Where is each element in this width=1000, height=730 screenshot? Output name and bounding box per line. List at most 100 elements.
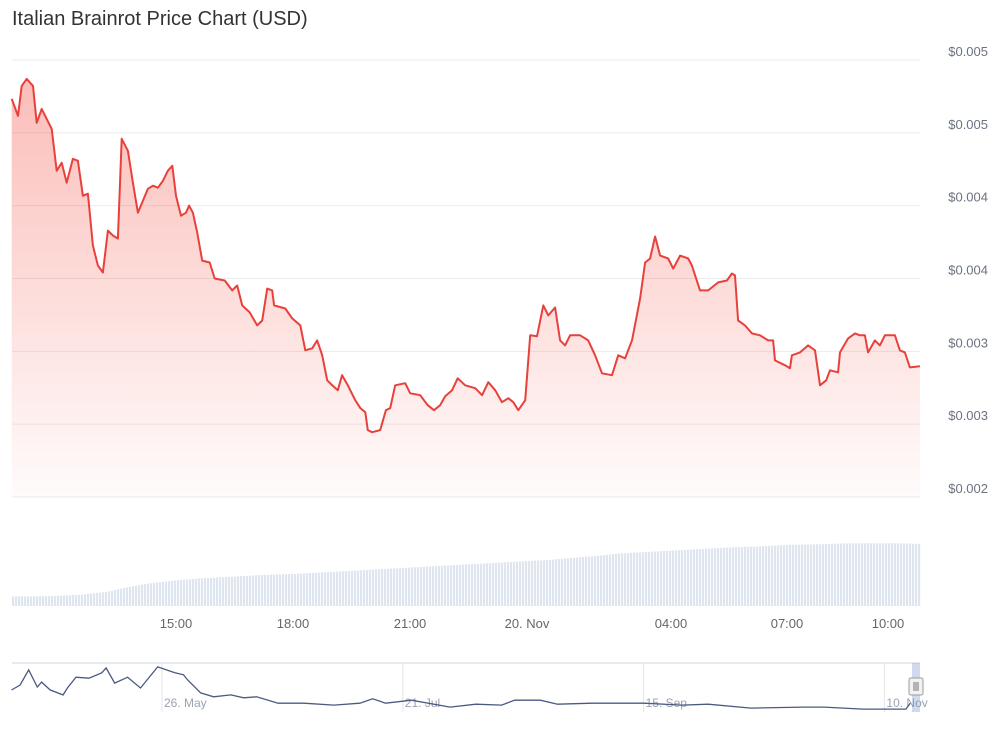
volume-bar [69, 595, 72, 606]
volume-bar [363, 570, 366, 606]
volume-bar [93, 593, 96, 606]
volume-bar [219, 577, 222, 606]
volume-bar [294, 573, 297, 606]
volume-bar [831, 543, 834, 606]
volume-bar [267, 574, 270, 606]
volume-bar [798, 544, 801, 606]
volume-bar [786, 545, 789, 606]
volume-bar [711, 548, 714, 606]
volume-bar [120, 588, 123, 606]
volume-bar [855, 543, 858, 606]
volume-bar [654, 551, 657, 606]
y-tick-label: $0.004 [948, 263, 988, 278]
chart-title: Italian Brainrot Price Chart (USD) [12, 8, 308, 30]
volume-bar [570, 558, 573, 606]
volume-bar [918, 543, 921, 606]
navigator[interactable]: 26. May 21. Jul 15. Sep 10. Nov [11, 662, 928, 712]
volume-bar [21, 596, 24, 606]
volume-bar [144, 584, 147, 606]
volume-bar [645, 551, 648, 606]
volume-bar [576, 557, 579, 606]
volume-bar [258, 575, 261, 606]
volume-bar [792, 544, 795, 606]
volume-bar [825, 543, 828, 606]
volume-bar [354, 570, 357, 606]
navigator-tick-label: 15. Sep [646, 696, 688, 710]
volume-bar [369, 569, 372, 606]
price-area-fill [11, 78, 920, 498]
volume-bar [777, 545, 780, 606]
volume-bar [897, 543, 900, 606]
volume-bar [564, 558, 567, 606]
volume-bar [687, 549, 690, 606]
volume-bar [852, 543, 855, 606]
volume-bar [726, 547, 729, 606]
volume-bar [849, 543, 852, 606]
volume-bar [804, 544, 807, 606]
volume-bar [291, 574, 294, 606]
volume-bar [510, 561, 513, 606]
volume-bar [195, 578, 198, 606]
volume-bar [288, 574, 291, 606]
volume-bar [498, 562, 501, 606]
volume-bar [399, 568, 402, 606]
volume-bar [477, 563, 480, 606]
volume-bar [210, 577, 213, 606]
volume-bar [603, 555, 606, 606]
volume-bar [552, 559, 555, 606]
volume-bar [312, 572, 315, 606]
volume-bar [582, 557, 585, 606]
volume-bar [606, 554, 609, 606]
volume-bar [366, 569, 369, 606]
volume-bar [624, 553, 627, 606]
volume-bar [828, 543, 831, 606]
volume-bar [237, 576, 240, 606]
volume-bar [99, 592, 102, 606]
x-tick-label: 04:00 [655, 616, 688, 631]
volume-bar [822, 544, 825, 606]
volume-bar [627, 552, 630, 606]
volume-bar [72, 595, 75, 606]
navigator-line [11, 666, 911, 710]
volume-bar [801, 544, 804, 606]
volume-bars [12, 543, 921, 606]
volume-bar [756, 546, 759, 606]
volume-bar [459, 564, 462, 606]
volume-bar [672, 550, 675, 606]
volume-bar [234, 576, 237, 606]
volume-bar [465, 564, 468, 606]
volume-bar [705, 548, 708, 606]
volume-bar [699, 549, 702, 606]
volume-bar [54, 595, 57, 606]
volume-bar [873, 543, 876, 606]
volume-bar [102, 592, 105, 606]
x-tick-label: 15:00 [160, 616, 193, 631]
volume-bar [345, 571, 348, 606]
volume-bar [462, 564, 465, 606]
volume-bar [360, 570, 363, 606]
volume-bar [282, 574, 285, 606]
volume-bar [426, 566, 429, 606]
volume-bar [483, 563, 486, 606]
volume-bar [555, 559, 558, 606]
volume-bar [357, 570, 360, 606]
volume-bar [750, 546, 753, 606]
volume-bar [249, 575, 252, 606]
volume-bar [909, 543, 912, 606]
volume-bar [192, 578, 195, 606]
volume-bar [843, 543, 846, 606]
volume-bar [696, 549, 699, 606]
volume-bar [642, 552, 645, 606]
volume-bar [12, 596, 15, 606]
volume-bar [660, 551, 663, 606]
volume-bar [741, 546, 744, 606]
volume-bar [708, 548, 711, 606]
volume-bar [165, 581, 168, 606]
volume-bar [810, 544, 813, 606]
volume-bar [558, 559, 561, 606]
volume-bar [888, 543, 891, 606]
volume-bar [435, 566, 438, 606]
volume-bar [336, 571, 339, 606]
volume-bar [27, 596, 30, 606]
volume-bar [87, 593, 90, 606]
